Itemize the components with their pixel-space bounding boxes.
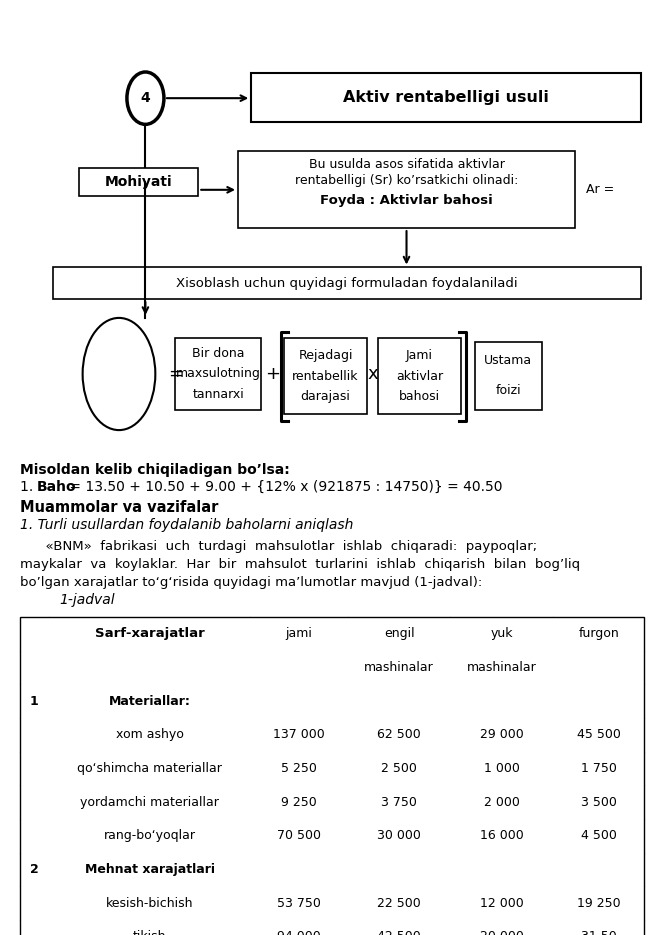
- Text: 3 500: 3 500: [581, 796, 617, 809]
- Text: Aktiv rentabelligi usuli: Aktiv rentabelligi usuli: [343, 90, 549, 105]
- Text: furgon: furgon: [578, 627, 619, 640]
- Text: 30 000: 30 000: [377, 829, 421, 842]
- Text: Sarf-xarajatlar: Sarf-xarajatlar: [95, 627, 204, 640]
- Text: 45 500: 45 500: [577, 728, 621, 741]
- Text: Mohiyati: Mohiyati: [105, 176, 173, 189]
- Text: 62 500: 62 500: [377, 728, 421, 741]
- Text: = 13.50 + 10.50 + 9.00 + {12% x (921875 : 14750)} = 40.50: = 13.50 + 10.50 + 9.00 + {12% x (921875 …: [65, 481, 502, 494]
- Text: darajasi: darajasi: [301, 391, 350, 403]
- Text: foizi: foizi: [496, 384, 521, 397]
- Text: 20 000: 20 000: [480, 930, 524, 935]
- Text: bo’lgan xarajatlar to‘g‘risida quyidagi ma’lumotlar mavjud (1-jadval):: bo’lgan xarajatlar to‘g‘risida quyidagi …: [20, 576, 482, 589]
- Text: 12 000: 12 000: [480, 897, 524, 910]
- Text: Bir dona: Bir dona: [192, 347, 245, 360]
- Text: rentabellik: rentabellik: [292, 370, 359, 382]
- Text: jami: jami: [286, 627, 313, 640]
- Text: rang-bo‘yoqlar: rang-bo‘yoqlar: [104, 829, 196, 842]
- Text: 31 50: 31 50: [581, 930, 617, 935]
- Text: 1 000: 1 000: [484, 762, 520, 775]
- Text: Bu usulda asos sifatida aktivlar: Bu usulda asos sifatida aktivlar: [309, 158, 504, 171]
- Text: tannarxi: tannarxi: [192, 388, 244, 401]
- Text: 29 000: 29 000: [480, 728, 524, 741]
- FancyBboxPatch shape: [238, 151, 575, 228]
- Text: 1 750: 1 750: [581, 762, 617, 775]
- Text: Foyda : Aktivlar bahosi: Foyda : Aktivlar bahosi: [320, 194, 493, 207]
- Text: 70 500: 70 500: [277, 829, 321, 842]
- FancyBboxPatch shape: [378, 338, 461, 414]
- FancyBboxPatch shape: [53, 267, 641, 299]
- Text: 137 000: 137 000: [273, 728, 325, 741]
- Text: mashinalar: mashinalar: [467, 661, 537, 674]
- Text: mashinalar: mashinalar: [364, 661, 434, 674]
- Text: Rejadagi: Rejadagi: [298, 350, 353, 362]
- Text: 4: 4: [141, 92, 150, 105]
- Text: Ar =: Ar =: [586, 183, 614, 196]
- Text: 2 500: 2 500: [381, 762, 417, 775]
- Text: tikish: tikish: [133, 930, 167, 935]
- Text: 3 750: 3 750: [381, 796, 417, 809]
- Text: kesish-bichish: kesish-bichish: [106, 897, 193, 910]
- FancyBboxPatch shape: [20, 617, 644, 935]
- Text: engil: engil: [384, 627, 414, 640]
- Text: =: =: [168, 365, 182, 383]
- Text: Ustama: Ustama: [485, 354, 532, 367]
- Text: Misoldan kelib chiqiladigan bo’lsa:: Misoldan kelib chiqiladigan bo’lsa:: [20, 464, 290, 477]
- FancyBboxPatch shape: [175, 338, 261, 410]
- Text: xom ashyo: xom ashyo: [116, 728, 184, 741]
- Text: Muammolar va vazifalar: Muammolar va vazifalar: [20, 500, 218, 515]
- Text: 16 000: 16 000: [480, 829, 524, 842]
- Text: yordamchi materiallar: yordamchi materiallar: [80, 796, 219, 809]
- Text: Jami: Jami: [406, 350, 433, 362]
- Text: maykalar  va  koylaklar.  Har  bir  mahsulot  turlarini  ishlab  chiqarish  bila: maykalar va koylaklar. Har bir mahsulot …: [20, 558, 580, 571]
- Text: 42 500: 42 500: [377, 930, 421, 935]
- Text: «BNM»  fabrikasi  uch  turdagi  mahsulotlar  ishlab  chiqaradi:  paypoqlar;: «BNM» fabrikasi uch turdagi mahsulotlar …: [20, 540, 537, 554]
- Text: 1.: 1.: [20, 481, 38, 494]
- Text: 4 500: 4 500: [581, 829, 617, 842]
- Text: 1: 1: [30, 695, 38, 708]
- Text: Baho: Baho: [36, 481, 76, 494]
- Circle shape: [127, 72, 164, 124]
- Text: +: +: [265, 365, 280, 383]
- Text: 2: 2: [30, 863, 38, 876]
- Text: 9 250: 9 250: [281, 796, 317, 809]
- Text: yuk: yuk: [490, 627, 513, 640]
- Text: 53 750: 53 750: [277, 897, 321, 910]
- Text: qo‘shimcha materiallar: qo‘shimcha materiallar: [77, 762, 222, 775]
- Text: 94 000: 94 000: [277, 930, 321, 935]
- Text: 2 000: 2 000: [484, 796, 520, 809]
- Text: Xisoblash uchun quyidagi formuladan foydalaniladi: Xisoblash uchun quyidagi formuladan foyd…: [176, 277, 518, 290]
- Text: aktivlar: aktivlar: [396, 370, 443, 382]
- FancyBboxPatch shape: [475, 342, 542, 410]
- FancyBboxPatch shape: [284, 338, 367, 414]
- FancyBboxPatch shape: [79, 168, 198, 196]
- Text: 22 500: 22 500: [377, 897, 421, 910]
- Text: 19 250: 19 250: [577, 897, 621, 910]
- Text: Mehnat xarajatlari: Mehnat xarajatlari: [85, 863, 215, 876]
- Text: rentabelligi (Sr) ko’rsatkichi olinadi:: rentabelligi (Sr) ko’rsatkichi olinadi:: [295, 174, 518, 187]
- Text: 1. Turli usullardan foydalanib baholarni aniqlash: 1. Turli usullardan foydalanib baholarni…: [20, 519, 353, 532]
- Text: 5 250: 5 250: [281, 762, 317, 775]
- Text: 1-jadval: 1-jadval: [59, 594, 115, 607]
- Text: x: x: [367, 365, 378, 383]
- Text: bahosi: bahosi: [399, 391, 440, 403]
- FancyBboxPatch shape: [251, 73, 641, 122]
- Text: maxsulotning: maxsulotning: [176, 367, 260, 381]
- Text: Materiallar:: Materiallar:: [108, 695, 190, 708]
